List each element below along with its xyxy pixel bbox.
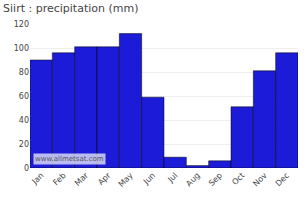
svg-text:120: 120 — [14, 20, 29, 29]
svg-text:80: 80 — [19, 68, 29, 77]
svg-text:0: 0 — [24, 164, 29, 173]
svg-text:Feb: Feb — [51, 171, 67, 187]
svg-text:Jan: Jan — [30, 171, 46, 187]
svg-text:Apr: Apr — [96, 170, 113, 187]
svg-text:Aug: Aug — [184, 171, 201, 188]
svg-text:Nov: Nov — [251, 171, 269, 189]
svg-text:100: 100 — [14, 44, 29, 53]
svg-text:Mar: Mar — [73, 170, 91, 188]
svg-text:Jun: Jun — [141, 171, 157, 187]
svg-text:Jul: Jul — [166, 171, 180, 185]
svg-text:www.allmetsat.com: www.allmetsat.com — [35, 155, 104, 163]
svg-text:Siirt : precipitation (mm): Siirt : precipitation (mm) — [3, 2, 138, 15]
svg-text:Sep: Sep — [207, 171, 224, 188]
svg-text:Oct: Oct — [230, 171, 246, 187]
svg-text:40: 40 — [19, 116, 29, 125]
svg-text:60: 60 — [19, 92, 29, 101]
svg-text:20: 20 — [19, 140, 29, 149]
svg-text:Dec: Dec — [274, 171, 291, 188]
svg-text:May: May — [117, 171, 135, 189]
